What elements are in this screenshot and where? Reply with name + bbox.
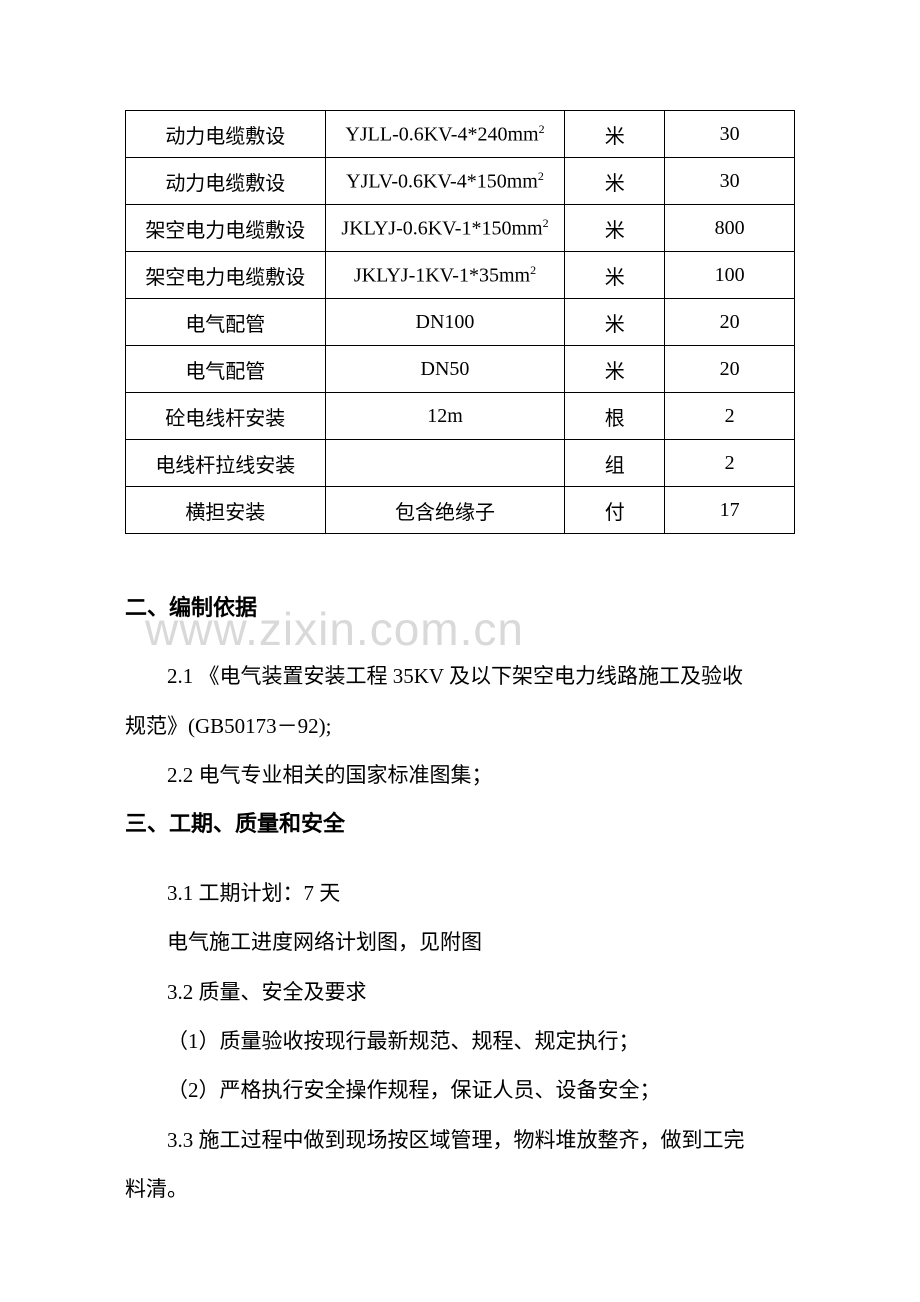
table-cell bbox=[325, 440, 565, 487]
table-cell: 12m bbox=[325, 393, 565, 440]
table-cell: 横担安装 bbox=[126, 487, 326, 534]
section-2-item: 2.2 电气专业相关的国家标准图集； bbox=[125, 751, 795, 800]
table-cell: 米 bbox=[565, 158, 665, 205]
section-3-item: （1）质量验收按现行最新规范、规程、规定执行； bbox=[125, 1017, 795, 1066]
table-cell: YJLV-0.6KV-4*150mm2 bbox=[325, 158, 565, 205]
table-cell: 800 bbox=[665, 205, 795, 252]
table-cell: 30 bbox=[665, 111, 795, 158]
table-cell: 电气配管 bbox=[126, 299, 326, 346]
section-3-item: 3.1 工期计划：7 天 bbox=[125, 869, 795, 918]
section-3-item: 料清。 bbox=[125, 1165, 795, 1214]
table-cell: JKLYJ-0.6KV-1*150mm2 bbox=[325, 205, 565, 252]
table-cell: 砼电线杆安装 bbox=[126, 393, 326, 440]
table-cell: 米 bbox=[565, 111, 665, 158]
section-3-item: 3.2 质量、安全及要求 bbox=[125, 968, 795, 1017]
table-cell: 动力电缆敷设 bbox=[126, 158, 326, 205]
table-cell: 2 bbox=[665, 393, 795, 440]
section-2-item: 2.1 《电气装置安装工程 35KV 及以下架空电力线路施工及验收 bbox=[125, 652, 795, 701]
document-page: 动力电缆敷设 YJLL-0.6KV-4*240mm2 米 30 动力电缆敷设 Y… bbox=[0, 0, 920, 1274]
table-cell: 组 bbox=[565, 440, 665, 487]
table-row: 架空电力电缆敷设 JKLYJ-1KV-1*35mm2 米 100 bbox=[126, 252, 795, 299]
table-row: 架空电力电缆敷设 JKLYJ-0.6KV-1*150mm2 米 800 bbox=[126, 205, 795, 252]
section-2-item: 规范》(GB50173－92); bbox=[125, 702, 795, 751]
table-cell: 根 bbox=[565, 393, 665, 440]
table-row: 横担安装 包含绝缘子 付 17 bbox=[126, 487, 795, 534]
specifications-table: 动力电缆敷设 YJLL-0.6KV-4*240mm2 米 30 动力电缆敷设 Y… bbox=[125, 110, 795, 534]
table-cell: 架空电力电缆敷设 bbox=[126, 205, 326, 252]
table-cell: 20 bbox=[665, 299, 795, 346]
table-cell: DN50 bbox=[325, 346, 565, 393]
section-2-heading: 二、编制依据 bbox=[125, 584, 795, 632]
section-3-item: 3.3 施工过程中做到现场按区域管理，物料堆放整齐，做到工完 bbox=[125, 1116, 795, 1165]
table-cell: 电气配管 bbox=[126, 346, 326, 393]
table-cell: DN100 bbox=[325, 299, 565, 346]
table-cell: 动力电缆敷设 bbox=[126, 111, 326, 158]
table-cell: 付 bbox=[565, 487, 665, 534]
table-row: 动力电缆敷设 YJLL-0.6KV-4*240mm2 米 30 bbox=[126, 111, 795, 158]
table-row: 动力电缆敷设 YJLV-0.6KV-4*150mm2 米 30 bbox=[126, 158, 795, 205]
section-3-heading: 三、工期、质量和安全 bbox=[125, 800, 795, 848]
table-row: 砼电线杆安装 12m 根 2 bbox=[126, 393, 795, 440]
table-cell: 电线杆拉线安装 bbox=[126, 440, 326, 487]
table-cell: 17 bbox=[665, 487, 795, 534]
table-row: 电气配管 DN50 米 20 bbox=[126, 346, 795, 393]
table-row: 电线杆拉线安装 组 2 bbox=[126, 440, 795, 487]
table-cell: 30 bbox=[665, 158, 795, 205]
table-cell: JKLYJ-1KV-1*35mm2 bbox=[325, 252, 565, 299]
section-3-item: 电气施工进度网络计划图，见附图 bbox=[125, 918, 795, 967]
table-cell: YJLL-0.6KV-4*240mm2 bbox=[325, 111, 565, 158]
table-cell: 20 bbox=[665, 346, 795, 393]
table-cell: 米 bbox=[565, 299, 665, 346]
table-cell: 100 bbox=[665, 252, 795, 299]
section-3-item: （2）严格执行安全操作规程，保证人员、设备安全； bbox=[125, 1066, 795, 1115]
table-cell: 米 bbox=[565, 252, 665, 299]
table-cell: 米 bbox=[565, 346, 665, 393]
table-cell: 包含绝缘子 bbox=[325, 487, 565, 534]
table-cell: 米 bbox=[565, 205, 665, 252]
table-row: 电气配管 DN100 米 20 bbox=[126, 299, 795, 346]
table-cell: 2 bbox=[665, 440, 795, 487]
table-cell: 架空电力电缆敷设 bbox=[126, 252, 326, 299]
